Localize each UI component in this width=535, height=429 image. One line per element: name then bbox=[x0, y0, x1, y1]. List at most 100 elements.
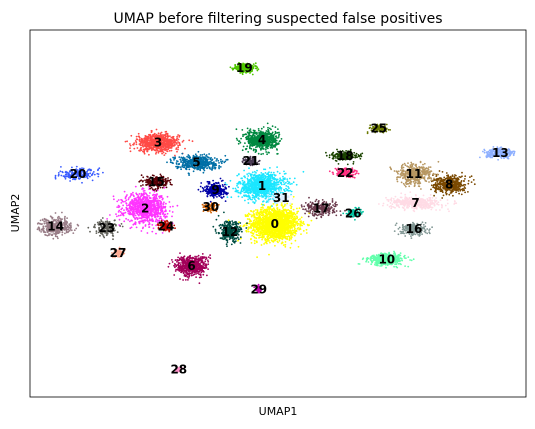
data-point bbox=[148, 142, 150, 144]
data-point bbox=[249, 173, 252, 176]
data-point bbox=[247, 215, 249, 218]
data-point bbox=[292, 208, 295, 211]
data-point bbox=[286, 237, 288, 240]
data-point bbox=[235, 137, 238, 140]
data-point bbox=[287, 215, 290, 218]
data-point bbox=[236, 174, 239, 177]
data-point bbox=[273, 230, 276, 233]
data-point bbox=[256, 256, 258, 259]
data-point bbox=[264, 220, 267, 222]
data-point bbox=[273, 178, 275, 181]
data-point bbox=[237, 191, 240, 194]
data-point bbox=[270, 135, 273, 137]
data-point bbox=[244, 191, 247, 194]
data-point bbox=[139, 220, 142, 223]
data-point bbox=[235, 128, 238, 131]
data-point bbox=[237, 183, 239, 185]
data-point bbox=[159, 150, 162, 153]
data-point bbox=[280, 210, 282, 212]
data-point bbox=[247, 184, 250, 186]
data-point bbox=[295, 215, 298, 218]
data-point bbox=[253, 197, 255, 199]
data-point bbox=[265, 151, 268, 153]
data-point bbox=[296, 212, 298, 215]
data-point bbox=[127, 210, 129, 213]
data-point bbox=[243, 195, 246, 197]
data-point bbox=[244, 176, 247, 179]
data-point bbox=[254, 140, 256, 142]
data-point bbox=[237, 186, 240, 189]
data-point bbox=[147, 145, 150, 148]
data-point bbox=[167, 145, 169, 148]
data-point bbox=[236, 184, 238, 187]
data-point bbox=[149, 146, 151, 149]
data-point bbox=[286, 235, 289, 238]
data-point bbox=[257, 127, 260, 130]
data-point bbox=[150, 211, 152, 214]
data-point bbox=[129, 147, 131, 150]
data-point bbox=[251, 225, 254, 227]
data-point bbox=[129, 205, 131, 208]
data-point bbox=[274, 238, 277, 241]
data-point bbox=[284, 243, 287, 246]
data-point bbox=[253, 239, 256, 242]
data-point bbox=[272, 171, 275, 174]
data-point bbox=[148, 195, 150, 197]
data-point bbox=[269, 188, 272, 191]
data-point bbox=[176, 204, 179, 207]
data-point bbox=[166, 150, 169, 153]
data-point bbox=[247, 227, 250, 230]
data-point bbox=[281, 234, 283, 237]
points-layer bbox=[36, 61, 516, 373]
data-point bbox=[272, 183, 275, 186]
data-point bbox=[232, 187, 235, 190]
data-point bbox=[271, 235, 274, 238]
data-point bbox=[241, 129, 244, 131]
cluster-0-points bbox=[227, 195, 313, 259]
data-point bbox=[142, 150, 144, 153]
data-point bbox=[131, 200, 134, 203]
data-point bbox=[285, 210, 288, 213]
data-point bbox=[259, 195, 261, 198]
data-point bbox=[256, 226, 258, 228]
data-point bbox=[255, 231, 258, 234]
data-point bbox=[268, 240, 270, 242]
data-point bbox=[282, 224, 285, 226]
data-point bbox=[145, 135, 147, 138]
data-point bbox=[235, 190, 238, 193]
data-point bbox=[167, 142, 170, 145]
data-point bbox=[288, 220, 291, 222]
data-point bbox=[272, 145, 274, 148]
data-point bbox=[259, 208, 262, 211]
data-point bbox=[134, 218, 136, 220]
data-point bbox=[147, 148, 150, 150]
data-point bbox=[244, 183, 247, 186]
data-point bbox=[162, 203, 165, 205]
data-point bbox=[262, 147, 265, 150]
data-point bbox=[275, 148, 278, 150]
data-point bbox=[294, 213, 297, 216]
data-point bbox=[251, 176, 254, 179]
data-point bbox=[269, 198, 272, 200]
data-point bbox=[242, 145, 245, 148]
data-point bbox=[252, 174, 255, 177]
data-point bbox=[291, 182, 293, 185]
data-point bbox=[253, 131, 256, 134]
data-point bbox=[251, 194, 254, 197]
data-point bbox=[257, 229, 260, 231]
data-point bbox=[164, 147, 166, 150]
data-point bbox=[136, 205, 139, 207]
data-point bbox=[123, 212, 125, 215]
data-point bbox=[239, 181, 241, 184]
data-point bbox=[252, 201, 255, 203]
data-point bbox=[150, 205, 153, 208]
data-point bbox=[264, 233, 267, 235]
data-point bbox=[235, 189, 238, 192]
data-point bbox=[293, 223, 295, 226]
data-point bbox=[247, 198, 250, 201]
data-point bbox=[250, 188, 252, 190]
data-point bbox=[126, 140, 128, 143]
data-point bbox=[279, 187, 282, 189]
data-point bbox=[266, 232, 269, 234]
data-point bbox=[250, 183, 253, 186]
